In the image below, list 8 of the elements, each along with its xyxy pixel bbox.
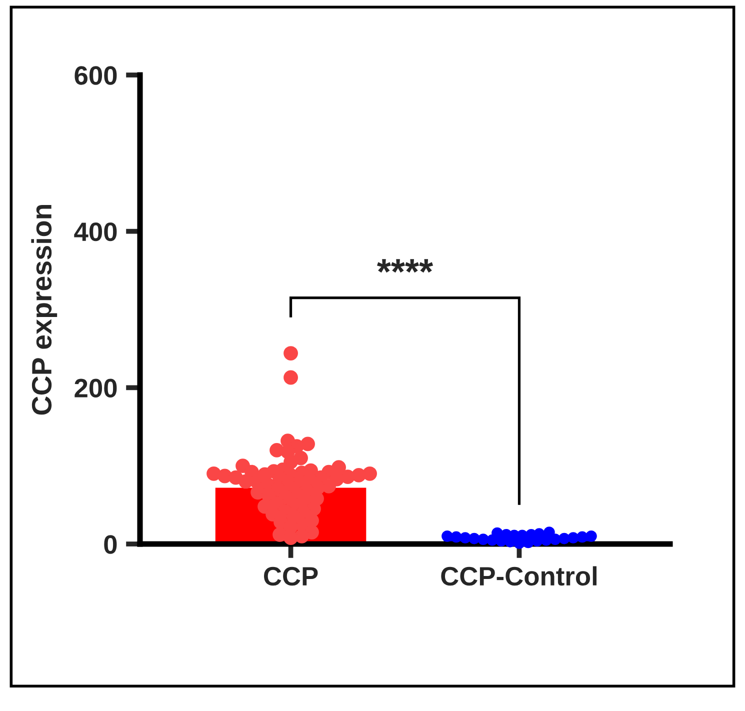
- x-tick-label: CCP-Control: [441, 566, 597, 586]
- x-tick-label: CCP: [264, 566, 318, 586]
- y-tick-label: 400: [74, 222, 117, 242]
- annotation: ****: [376, 259, 434, 273]
- y-tick-label: 0: [104, 535, 117, 554]
- y-tick-label: 200: [74, 378, 117, 398]
- y-axis-title: CCP expression: [31, 204, 58, 415]
- y-tick-label: 600: [74, 66, 117, 85]
